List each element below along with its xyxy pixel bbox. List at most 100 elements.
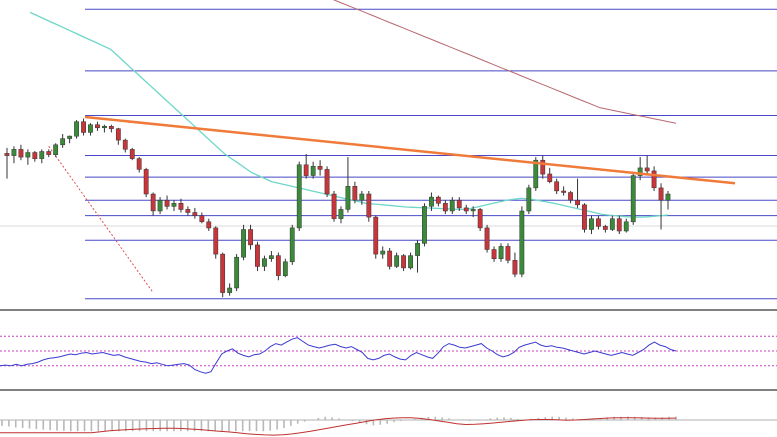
bear-candle [658, 187, 664, 201]
bull-candle [310, 166, 316, 176]
bear-candle [248, 229, 253, 246]
bull-candle [449, 199, 455, 212]
bear-candle [178, 203, 184, 210]
bear-candle [95, 124, 100, 129]
resistance-trendline[interactable] [84, 115, 736, 185]
bear-candle [651, 170, 657, 189]
bear-candle [547, 173, 553, 182]
bear-candle [115, 128, 121, 141]
bull-candle [289, 227, 295, 263]
bear-candle [150, 193, 156, 212]
bull-candle [227, 287, 233, 293]
bull-candle [422, 206, 427, 244]
bull-candle [102, 126, 107, 129]
bear-candle [644, 167, 650, 172]
bull-candle [498, 246, 504, 259]
panel-dividers [0, 225, 777, 391]
bull-candle [526, 187, 532, 212]
fib-diagonal [48, 146, 154, 293]
bear-candle [331, 193, 337, 219]
macd-panel [0, 416, 777, 436]
bull-candle [589, 218, 594, 230]
bull-candle [74, 121, 79, 137]
bear-candle [401, 255, 406, 269]
bear-candle [143, 169, 149, 195]
bear-candle [596, 218, 601, 227]
bear-candle [387, 250, 393, 267]
rsi-line [0, 337, 677, 374]
bear-candle [373, 216, 379, 255]
macd-signal-line [0, 417, 677, 436]
bull-candle [338, 209, 344, 219]
bear-candle [220, 253, 226, 293]
bear-candle [435, 196, 441, 204]
bear-candle [46, 151, 52, 155]
slow-ma-line [332, 0, 677, 124]
bull-candle [345, 186, 351, 210]
bull-candle [234, 256, 240, 289]
bull-candle [429, 196, 434, 207]
bull-candle [609, 218, 615, 230]
bear-candle [122, 139, 128, 150]
bull-candle [39, 151, 45, 159]
bear-candle [192, 212, 198, 216]
bear-candle [352, 186, 358, 201]
bear-candle [32, 152, 38, 159]
bear-candle [554, 181, 560, 192]
bear-candle [4, 153, 10, 156]
bear-candle [456, 199, 462, 209]
bear-candle [484, 227, 490, 250]
bear-candle [324, 169, 330, 195]
bear-candle [463, 207, 469, 212]
bull-candle [53, 144, 59, 155]
bear-candle [206, 221, 212, 229]
bull-candle [637, 167, 643, 176]
bull-candle [296, 164, 302, 229]
bull-candle [623, 221, 629, 232]
bear-candle [164, 199, 170, 207]
bear-candle [213, 227, 219, 255]
bull-candle [380, 250, 386, 255]
fib-diagonal-line [48, 146, 154, 293]
bull-candle [262, 258, 267, 267]
bull-candle [282, 261, 288, 276]
bull-candle [60, 138, 66, 146]
bear-candle [491, 249, 497, 259]
bull-candle [11, 149, 17, 156]
bull-candle [415, 243, 420, 256]
bull-candle [470, 209, 476, 212]
bear-candle [540, 159, 546, 175]
bull-candle [408, 255, 413, 269]
bear-candle [442, 203, 448, 212]
bear-candle [317, 166, 323, 170]
bull-candle [665, 193, 671, 201]
bull-candle [67, 135, 73, 139]
bull-candle [241, 229, 246, 258]
bear-candle [568, 192, 573, 201]
trendline-line [84, 115, 736, 185]
bear-candle [81, 121, 86, 133]
candlestick-series [4, 118, 671, 298]
bear-candle [505, 246, 511, 261]
bear-candle [582, 204, 587, 230]
bull-candle [25, 152, 31, 158]
slow-moving-average [332, 0, 677, 124]
bull-candle [268, 255, 274, 259]
bear-candle [366, 193, 372, 218]
bull-candle [157, 199, 163, 212]
bear-candle [129, 149, 135, 159]
bull-candle [519, 210, 525, 275]
bear-candle [477, 209, 483, 229]
bear-candle [185, 209, 191, 213]
fib-levels [85, 8, 777, 300]
bear-candle [561, 190, 567, 193]
bear-candle [303, 164, 309, 176]
bull-candle [88, 124, 93, 133]
rsi-panel [0, 335, 777, 374]
bear-candle [18, 149, 24, 158]
bear-candle [275, 255, 281, 276]
bull-candle [630, 175, 636, 223]
bear-candle [602, 226, 608, 230]
